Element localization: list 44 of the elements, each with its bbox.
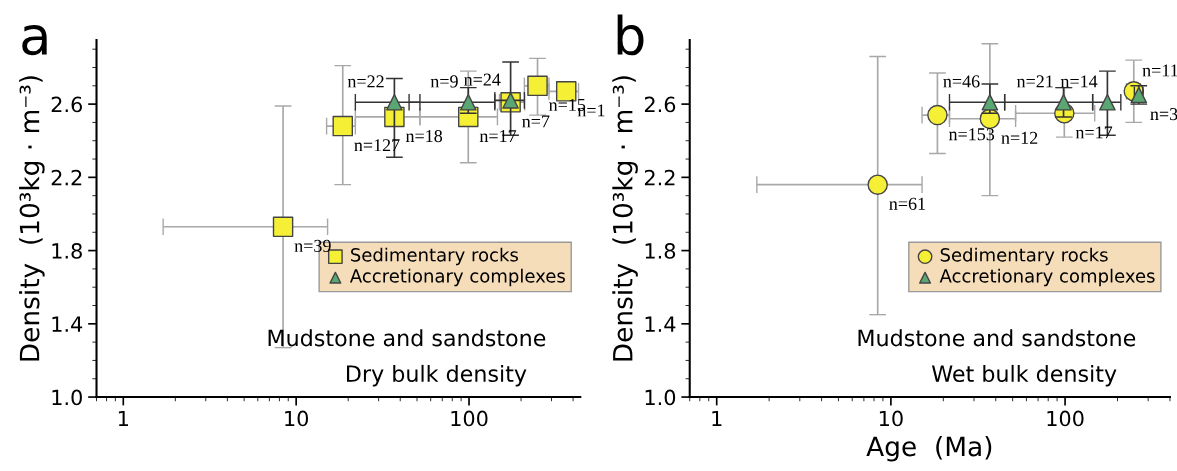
annotation: n=9 — [430, 75, 458, 88]
legend-label: Sedimentary rocks — [940, 247, 1108, 266]
y-tick-label: 2.2 — [51, 169, 82, 186]
annotation: n=17 — [479, 130, 517, 142]
annotation: n=21 — [1016, 75, 1053, 88]
y-tick-label: 1.0 — [645, 389, 676, 406]
chart-title: a — [22, 25, 47, 56]
annotation: n=12 — [1001, 131, 1038, 144]
x-tick-label: 100 — [451, 410, 488, 427]
y-tick-label: 1.0 — [52, 389, 82, 406]
legend-label: Accretionary complexes — [349, 268, 565, 287]
y-tick-label: 1.8 — [52, 243, 82, 259]
x-tick-label: 10 — [879, 410, 903, 427]
annotation: Mudstone and sandstone — [858, 329, 1136, 347]
annotation: n=153 — [948, 128, 995, 141]
x-tick-label: 1 — [118, 410, 128, 427]
x-tick-label: 100 — [1047, 410, 1084, 427]
y-axis-title: Density (10³kg · m⁻³) — [612, 76, 638, 361]
y-tick-label: 1.4 — [645, 316, 676, 332]
legend-label: Sedimentary rocks — [351, 247, 518, 266]
annotation: n=18 — [405, 129, 443, 143]
annotation: Wet bulk density — [931, 364, 1117, 387]
annotation: n=7 — [522, 115, 550, 128]
annotation: n=61 — [889, 197, 925, 210]
y-tick-label: 2.2 — [644, 169, 675, 186]
y-tick-label: 2.6 — [644, 96, 676, 113]
y-tick-label: 2.6 — [51, 96, 83, 113]
annotation: Dry bulk density — [346, 364, 527, 387]
annotation: n=24 — [464, 73, 501, 86]
x-tick-label: 1 — [712, 410, 722, 427]
annotation: Mudstone and sandstone — [268, 329, 546, 347]
x-tick-label: 10 — [285, 410, 309, 427]
annotation: n=39 — [294, 239, 331, 252]
annotation: n=46 — [943, 75, 980, 88]
annotation: n=22 — [347, 75, 384, 88]
x-axis-title: Age (Ma) — [866, 435, 992, 462]
chart-title: b — [617, 14, 644, 56]
y-axis-title: Density (10³kg · m⁻³) — [19, 76, 45, 361]
legend-label: Accretionary complexes — [939, 268, 1155, 287]
annotation: n=14 — [1060, 75, 1098, 88]
annotation: n=3 — [1150, 108, 1177, 121]
y-tick-label: 1.8 — [645, 243, 676, 259]
annotation: n=11 — [1142, 64, 1177, 77]
y-tick-label: 1.4 — [52, 316, 83, 332]
